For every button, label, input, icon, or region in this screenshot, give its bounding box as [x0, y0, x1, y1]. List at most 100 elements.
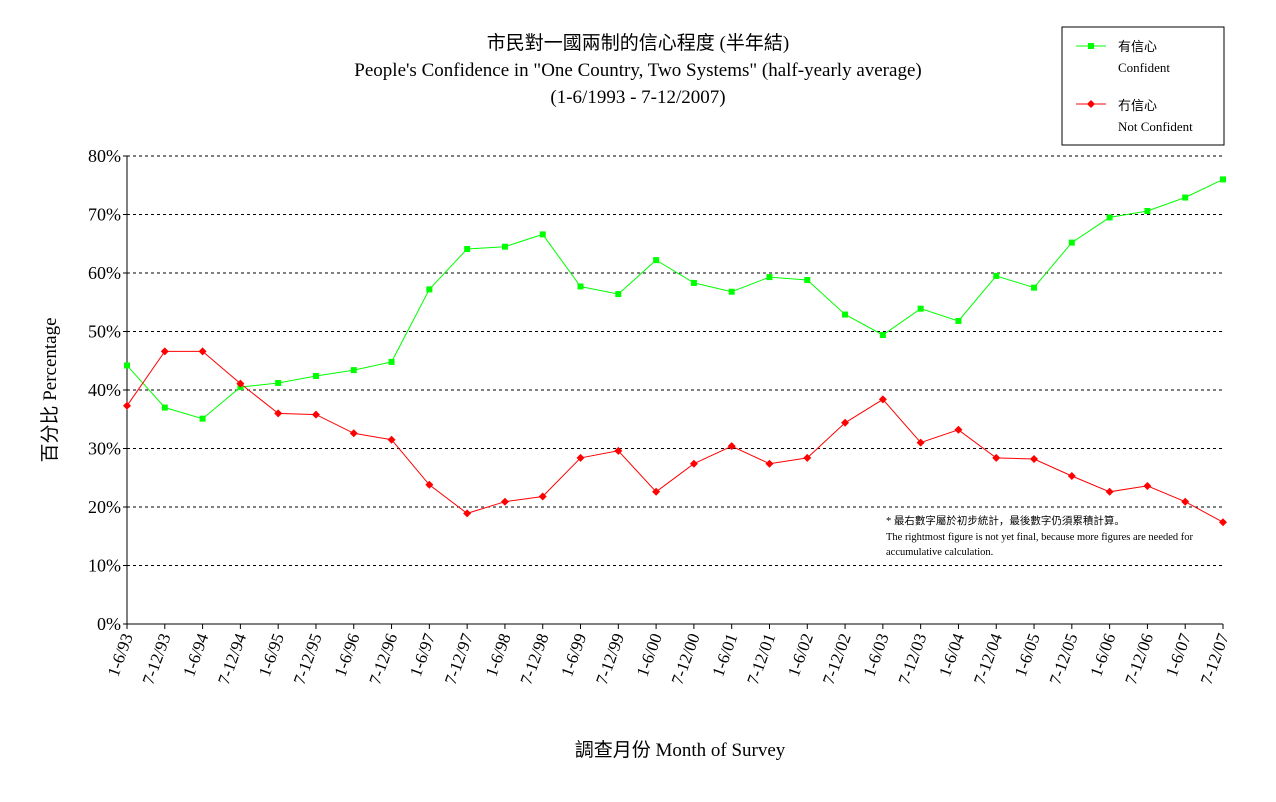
data-point-not-confident — [425, 480, 434, 489]
data-point-not-confident — [198, 347, 207, 356]
annotation-line-3: accumulative calculation. — [886, 547, 993, 558]
x-tick-label: 1-6/00 — [633, 631, 666, 679]
x-tick-label: 7-12/97 — [441, 630, 477, 687]
data-point-not-confident — [1105, 487, 1114, 496]
data-point-confident — [161, 404, 168, 411]
y-axis-title: 百分比 Percentage — [39, 317, 61, 462]
data-point-confident — [577, 283, 584, 290]
data-point-confident — [312, 372, 319, 379]
data-point-not-confident — [236, 379, 245, 388]
chart-subtitle: People's Confidence in "One Country, Two… — [354, 60, 921, 81]
x-axis-title: 調查月份 Month of Survey — [575, 739, 786, 761]
x-tick-label: 7-12/99 — [592, 631, 628, 687]
data-point-confident — [464, 246, 471, 253]
data-point-not-confident — [841, 418, 850, 427]
data-point-not-confident — [463, 509, 472, 518]
legend: 有信心 Confident 冇信心 Not Confident — [1061, 26, 1225, 146]
x-tick-label: 1-6/06 — [1086, 631, 1119, 679]
data-point-not-confident — [1030, 455, 1039, 464]
data-point-confident — [1106, 214, 1113, 221]
data-point-not-confident — [576, 453, 585, 462]
data-point-confident — [728, 288, 735, 295]
data-point-confident — [1031, 284, 1038, 291]
chart-subtitle-range: (1-6/1993 - 7-12/2007) — [550, 87, 725, 108]
data-point-confident — [275, 379, 282, 386]
y-tick-label: 0% — [97, 614, 121, 634]
legend-label-confident-en: Confident — [1118, 60, 1170, 75]
annotation-line-1: * 最右數字屬於初步統計，最後數字仍須累積計算。 — [886, 514, 1125, 527]
y-tick-label: 20% — [88, 497, 121, 517]
data-point-confident — [955, 317, 962, 324]
x-tick-label: 1-6/97 — [406, 630, 439, 679]
data-point-not-confident — [727, 442, 736, 451]
data-point-not-confident — [538, 492, 547, 501]
data-point-confident — [501, 243, 508, 250]
data-point-not-confident — [878, 395, 887, 404]
x-tick-label: 7-12/00 — [668, 631, 704, 687]
data-point-not-confident — [500, 497, 509, 506]
x-tick-label: 1-6/07 — [1162, 630, 1195, 679]
data-point-confident — [804, 277, 811, 284]
data-point-confident — [917, 305, 924, 312]
data-point-not-confident — [387, 435, 396, 444]
data-point-not-confident — [803, 453, 812, 462]
data-point-confident — [539, 231, 546, 238]
data-point-not-confident — [1067, 471, 1076, 480]
x-tick-label: 1-6/95 — [255, 631, 288, 679]
annotation-line-2: The rightmost figure is not yet final, b… — [886, 532, 1194, 543]
x-tick-label: 1-6/98 — [482, 631, 515, 679]
x-tick-label: 7-12/07 — [1197, 630, 1233, 687]
legend-label-not-confident-zh: 冇信心 — [1118, 98, 1157, 113]
legend-marker-confident — [1088, 43, 1094, 49]
y-tick-label: 40% — [88, 380, 121, 400]
data-point-not-confident — [916, 438, 925, 447]
legend-label-confident-zh: 有信心 — [1118, 39, 1157, 54]
y-tick-label: 30% — [88, 439, 121, 459]
data-point-confident — [615, 291, 622, 298]
x-tick-label: 1-6/01 — [708, 631, 741, 679]
y-tick-label: 60% — [88, 263, 121, 283]
x-tick-label: 7-12/01 — [743, 631, 779, 687]
data-point-not-confident — [274, 409, 283, 418]
data-point-confident — [1144, 207, 1151, 214]
data-point-not-confident — [1143, 481, 1152, 490]
data-point-confident — [1068, 239, 1075, 246]
data-point-not-confident — [1219, 518, 1227, 527]
annotation-note: * 最右數字屬於初步統計，最後數字仍須累積計算。 The rightmost f… — [886, 514, 1194, 558]
x-tick-label: 7-12/06 — [1121, 631, 1157, 687]
data-point-confident — [653, 257, 660, 264]
y-tick-label: 80% — [88, 146, 121, 166]
x-tick-label: 1-6/04 — [935, 630, 968, 679]
data-point-not-confident — [689, 459, 698, 468]
data-point-not-confident — [954, 425, 963, 434]
data-point-not-confident — [349, 429, 358, 438]
x-tick-label: 7-12/94 — [214, 630, 250, 687]
x-tick-label: 1-6/05 — [1011, 631, 1044, 679]
x-tick-label: 7-12/98 — [517, 631, 553, 687]
series-line-0 — [126, 178, 1224, 420]
x-tick-label: 1-6/94 — [179, 630, 212, 679]
data-point-not-confident — [614, 446, 623, 455]
x-tick-label: 1-6/02 — [784, 631, 817, 679]
x-tick-label: 7-12/05 — [1046, 631, 1082, 687]
data-point-confident — [388, 358, 395, 365]
data-point-not-confident — [992, 453, 1001, 462]
data-point-confident — [426, 286, 433, 293]
data-point-confident — [842, 311, 849, 318]
x-tick-label: 1-6/99 — [557, 631, 590, 679]
data-point-not-confident — [652, 487, 661, 496]
x-tick-label: 7-12/04 — [970, 630, 1006, 687]
series-line-1 — [126, 350, 1224, 523]
data-point-confident — [1220, 176, 1226, 183]
data-point-confident — [199, 415, 206, 422]
y-tick-label: 10% — [88, 556, 121, 576]
data-point-confident — [350, 367, 357, 374]
x-tick-label: 7-12/93 — [139, 631, 175, 687]
data-point-confident — [1182, 194, 1189, 201]
chart-title: 市民對一國兩制的信心程度 (半年結) — [487, 32, 789, 54]
x-tick-label: 7-12/96 — [365, 631, 401, 687]
y-tick-label: 50% — [88, 322, 121, 342]
data-point-not-confident — [1181, 497, 1190, 506]
y-tick-label: 70% — [88, 205, 121, 225]
